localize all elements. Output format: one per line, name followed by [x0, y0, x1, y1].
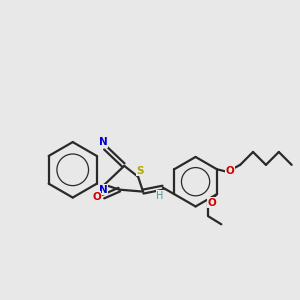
Text: H: H: [156, 190, 164, 201]
Text: N: N: [99, 137, 108, 147]
Text: O: O: [207, 197, 216, 208]
Text: O: O: [226, 166, 235, 176]
Text: N: N: [99, 184, 108, 195]
Text: O: O: [92, 192, 101, 202]
Text: S: S: [136, 166, 144, 176]
